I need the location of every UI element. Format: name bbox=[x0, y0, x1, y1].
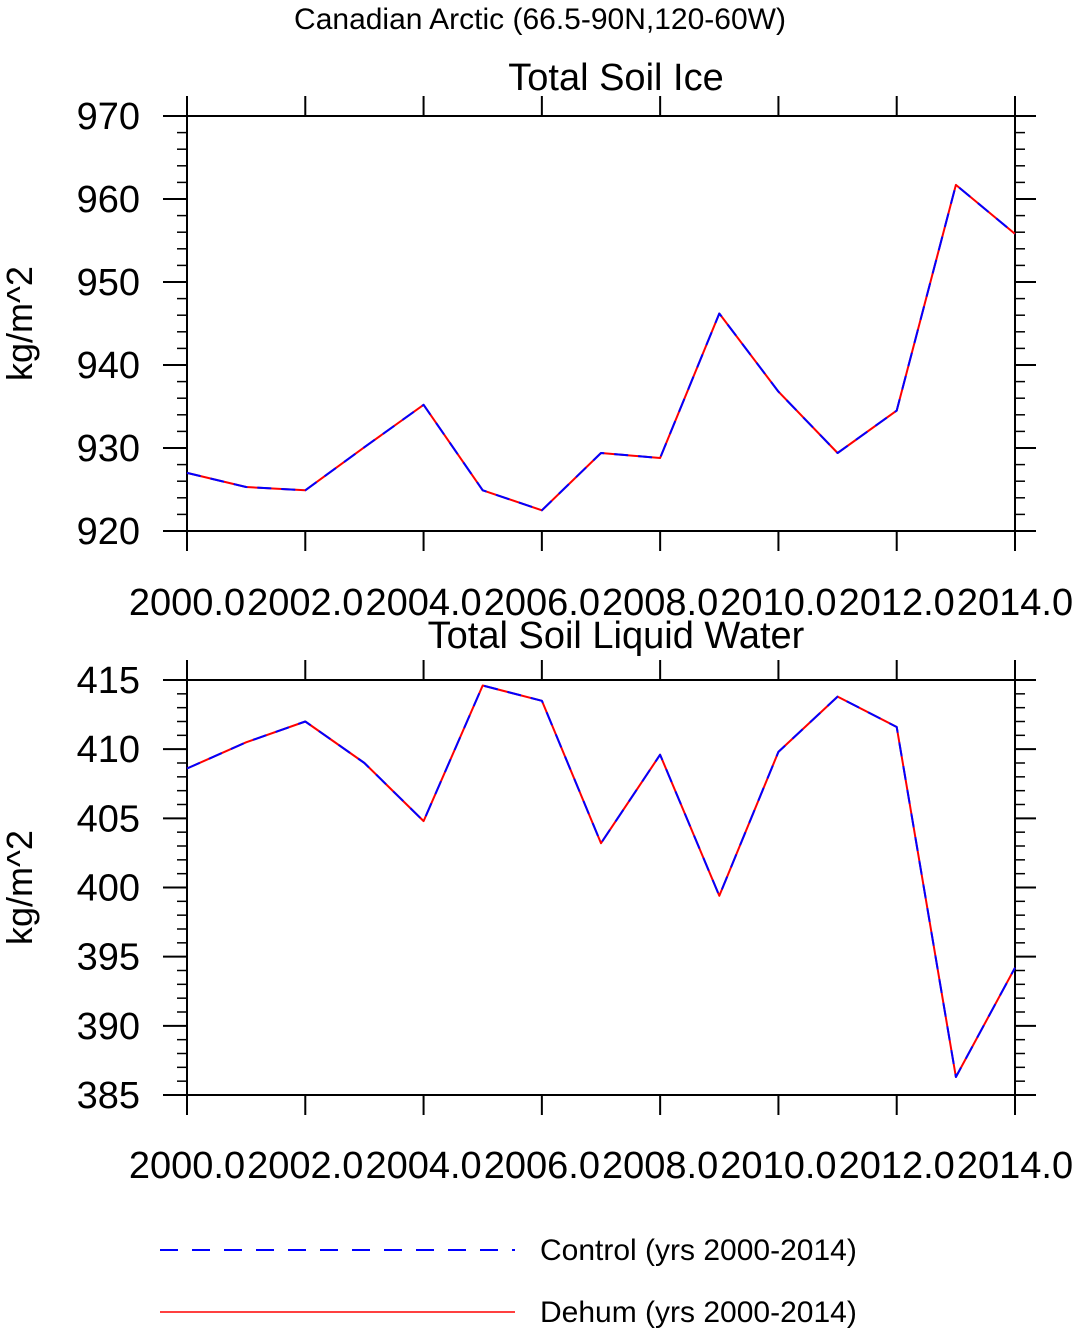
y-axis-label: kg/m^2 bbox=[0, 830, 40, 945]
y-tick-label: 395 bbox=[77, 937, 140, 979]
x-tick-label: 2002.0 bbox=[247, 1145, 363, 1187]
x-tick-label: 2012.0 bbox=[839, 1145, 955, 1187]
y-tick-label: 950 bbox=[77, 262, 140, 304]
y-axis-label: kg/m^2 bbox=[0, 266, 40, 381]
y-tick-label: 405 bbox=[77, 798, 140, 840]
x-tick-label: 2004.0 bbox=[365, 582, 481, 624]
x-tick-label: 2010.0 bbox=[720, 582, 836, 624]
x-tick-label: 2008.0 bbox=[602, 582, 718, 624]
y-tick-label: 385 bbox=[77, 1075, 140, 1117]
y-tick-label: 960 bbox=[77, 179, 140, 221]
x-tick-label: 2006.0 bbox=[484, 1145, 600, 1187]
x-tick-label: 2012.0 bbox=[839, 582, 955, 624]
y-tick-label: 940 bbox=[77, 345, 140, 387]
plot-title: Total Soil Liquid Water bbox=[428, 615, 805, 657]
series-line-control bbox=[186, 183, 1016, 512]
y-tick-label: 930 bbox=[77, 428, 140, 470]
y-tick-label: 970 bbox=[77, 96, 140, 138]
y-tick-label: 400 bbox=[77, 868, 140, 910]
x-tick-label: 2014.0 bbox=[957, 1145, 1073, 1187]
x-tick-label: 2014.0 bbox=[957, 582, 1073, 624]
y-tick-label: 415 bbox=[77, 660, 140, 702]
legend-label-control: Control (yrs 2000-2014) bbox=[540, 1234, 857, 1267]
series-line-dehum bbox=[186, 183, 1016, 512]
plot-panel-1: Total Soil Ice kg/m^2 920 930 940 950 960 970 20… bbox=[0, 57, 1073, 624]
x-tick-label: 2000.0 bbox=[129, 1145, 245, 1187]
x-tick-label: 2010.0 bbox=[720, 1145, 836, 1187]
x-tick-label: 2008.0 bbox=[602, 1145, 718, 1187]
y-tick-label: 920 bbox=[77, 511, 140, 553]
y-tick-label: 390 bbox=[77, 1006, 140, 1048]
figure-suptitle: Canadian Arctic (66.5-90N,120-60W) bbox=[294, 3, 786, 36]
legend-label-dehum: Dehum (yrs 2000-2014) bbox=[540, 1296, 857, 1329]
x-tick-label: 2000.0 bbox=[129, 582, 245, 624]
plot-panel-2: Total Soil Liquid Water kg/m^2 385 390 395 40… bbox=[0, 615, 1073, 1187]
series-line-dehum bbox=[186, 684, 1016, 1078]
x-tick-label: 2004.0 bbox=[365, 1145, 481, 1187]
plot-title: Total Soil Ice bbox=[508, 57, 723, 99]
legend: Control (yrs 2000-2014) Dehum (yrs 2000-… bbox=[160, 1234, 857, 1329]
x-tick-label: 2002.0 bbox=[247, 582, 363, 624]
x-tick-label: 2006.0 bbox=[484, 582, 600, 624]
series-line-control bbox=[186, 684, 1016, 1078]
y-tick-label: 410 bbox=[77, 729, 140, 771]
